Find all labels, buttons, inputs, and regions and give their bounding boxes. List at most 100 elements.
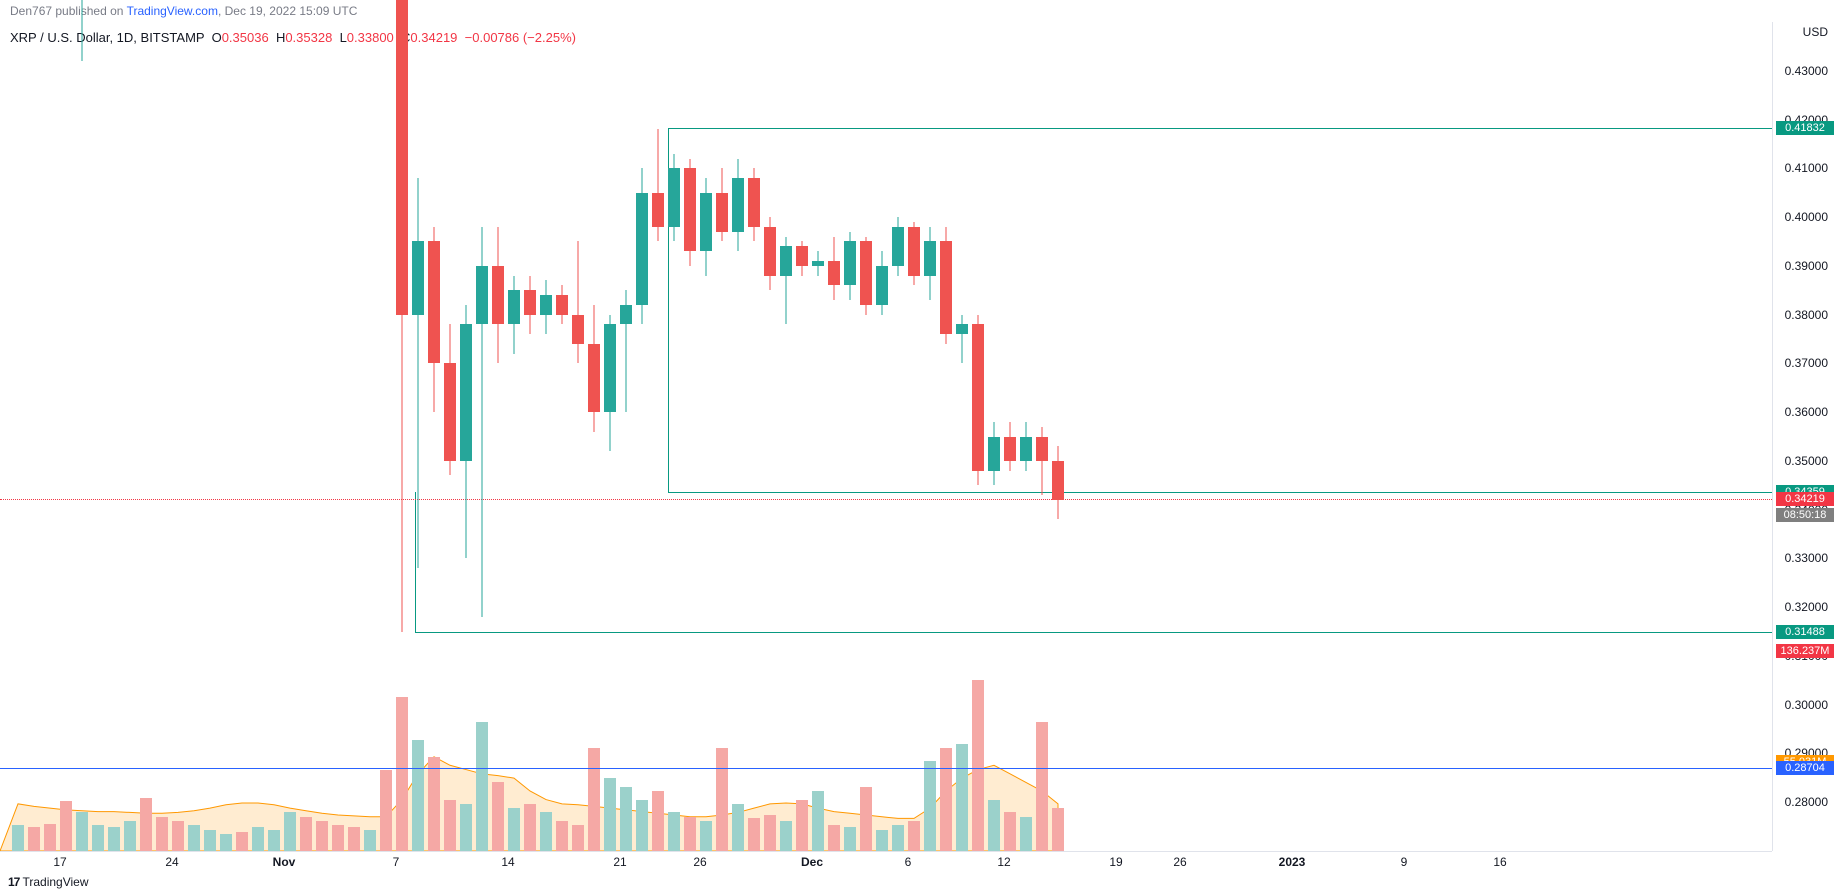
time-tick: 26 [1173, 855, 1186, 869]
candle [668, 22, 680, 851]
candle [300, 22, 312, 851]
price-label: 136.237M [1776, 644, 1834, 658]
candle [684, 22, 696, 851]
candle [812, 22, 824, 851]
candle [396, 22, 408, 851]
time-tick: 24 [165, 855, 178, 869]
price-label: 0.41832 [1776, 121, 1834, 135]
candle [972, 22, 984, 851]
candle [28, 22, 40, 851]
price-axis[interactable]: USD 0.430000.420000.410000.400000.390000… [1772, 22, 1834, 851]
candle [1052, 22, 1064, 851]
price-tick: 0.37000 [1785, 356, 1828, 370]
candle [924, 22, 936, 851]
time-tick: Nov [273, 855, 296, 869]
candle [844, 22, 856, 851]
candle [492, 22, 504, 851]
candle [892, 22, 904, 851]
candle [12, 22, 24, 851]
chart-pane[interactable] [0, 22, 1772, 851]
candle [828, 22, 840, 851]
candle [284, 22, 296, 851]
candle [652, 22, 664, 851]
time-tick: Dec [801, 855, 823, 869]
candle [988, 22, 1000, 851]
time-tick: 21 [613, 855, 626, 869]
candle [220, 22, 232, 851]
candle [572, 22, 584, 851]
time-tick: 26 [693, 855, 706, 869]
candle [268, 22, 280, 851]
price-tick: 0.28000 [1785, 795, 1828, 809]
candle [236, 22, 248, 851]
price-label: 0.28704 [1776, 761, 1834, 775]
candle [460, 22, 472, 851]
support-line [415, 632, 1772, 633]
candle [76, 22, 88, 851]
price-tick: 0.43000 [1785, 64, 1828, 78]
candle [364, 22, 376, 851]
candle [876, 22, 888, 851]
candle [956, 22, 968, 851]
price-label: 08:50:18 [1776, 508, 1834, 522]
time-axis[interactable]: 1724Nov7142126Dec61219262023916 [0, 851, 1772, 871]
candle [1036, 22, 1048, 851]
time-tick: 6 [905, 855, 912, 869]
price-tick: 0.32000 [1785, 600, 1828, 614]
candle [156, 22, 168, 851]
candle [524, 22, 536, 851]
candle [44, 22, 56, 851]
candle [444, 22, 456, 851]
candle [716, 22, 728, 851]
candle [348, 22, 360, 851]
price-tick: 0.40000 [1785, 210, 1828, 224]
price-tick: 0.36000 [1785, 405, 1828, 419]
candle [60, 22, 72, 851]
candle [124, 22, 136, 851]
candle [940, 22, 952, 851]
candle [476, 22, 488, 851]
candle [908, 22, 920, 851]
candle [252, 22, 264, 851]
candle [780, 22, 792, 851]
price-tick: 0.35000 [1785, 454, 1828, 468]
price-label: 0.34219 [1776, 492, 1834, 506]
author: Den767 [10, 4, 52, 18]
candle [1004, 22, 1016, 851]
price-label: 0.31488 [1776, 625, 1834, 639]
candle [428, 22, 440, 851]
candle [316, 22, 328, 851]
publish-header: Den767 published on TradingView.com, Dec… [10, 4, 357, 18]
candle [540, 22, 552, 851]
price-tick: 0.30000 [1785, 698, 1828, 712]
candle [1020, 22, 1032, 851]
candle [764, 22, 776, 851]
time-tick: 7 [393, 855, 400, 869]
watermark: 17 TradingView [8, 875, 89, 889]
time-tick: 16 [1493, 855, 1506, 869]
candle [332, 22, 344, 851]
candle [700, 22, 712, 851]
price-tick: 0.41000 [1785, 161, 1828, 175]
price-tick: 0.39000 [1785, 259, 1828, 273]
candle [108, 22, 120, 851]
candle [860, 22, 872, 851]
candle [588, 22, 600, 851]
candle [508, 22, 520, 851]
time-tick: 17 [53, 855, 66, 869]
tv-logo-icon: 17 [8, 875, 19, 889]
price-tick: 0.33000 [1785, 551, 1828, 565]
time-tick: 12 [997, 855, 1010, 869]
site-link[interactable]: TradingView.com [127, 4, 218, 18]
candle [732, 22, 744, 851]
candle [92, 22, 104, 851]
time-tick: 14 [501, 855, 514, 869]
candle [748, 22, 760, 851]
candle [140, 22, 152, 851]
candle [188, 22, 200, 851]
time-tick: 9 [1401, 855, 1408, 869]
candle [380, 22, 392, 851]
candle [620, 22, 632, 851]
candle [636, 22, 648, 851]
candle [556, 22, 568, 851]
